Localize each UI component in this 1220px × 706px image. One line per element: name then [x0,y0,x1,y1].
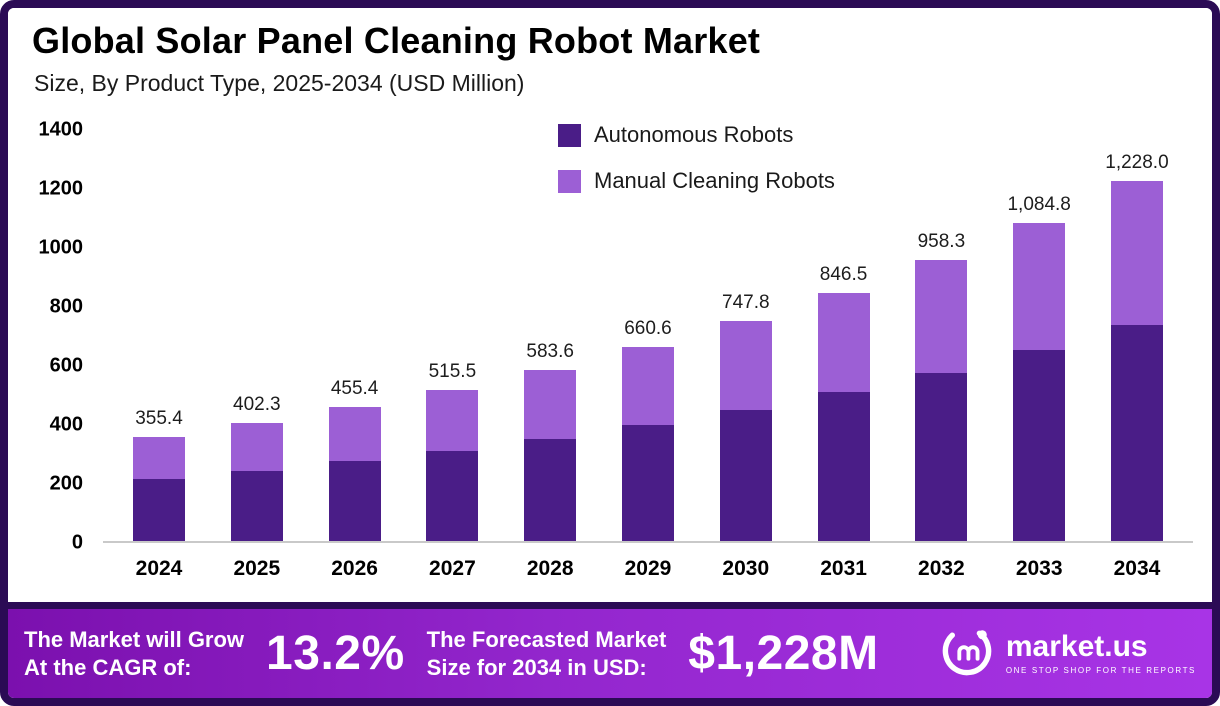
cagr-value: 13.2% [266,627,405,680]
bar-total-label: 515.5 [428,360,477,382]
y-axis-label: 800 [49,295,83,318]
chart-title: Global Solar Panel Cleaning Robot Market [32,20,761,61]
forecast-label: The Forecasted Market Size for 2034 in U… [427,626,667,681]
bar-total-label: 958.3 [917,230,966,252]
bar-column: 1,084.8 [1007,130,1071,541]
plot-wrap: 1400 1200 1000 800 600 400 200 0 Autonomous Rob… [39,119,1193,580]
y-axis-label: 1400 [38,118,84,141]
bar-segment-manual [1013,222,1066,351]
y-axis-label: 1000 [38,236,84,259]
y-axis-label: 600 [49,354,83,377]
legend-label: Autonomous Robots [594,122,794,147]
bar-total-label: 355.4 [135,407,183,429]
forecast-label-line1: The Forecasted Market [426,627,667,652]
x-axis-label: 2029 [624,557,672,580]
forecast-label-line2: Size for 2034 in USD: [426,654,647,680]
x-axis-label: 2031 [820,557,867,580]
bar-segment-autonomous [915,373,968,541]
x-axis: 2024 2025 2026 2027 2028 2029 2030 2031 2032 2033… [103,557,1193,581]
bar-segment-autonomous [719,409,772,541]
y-axis-label: 0 [71,531,83,554]
x-axis-label: 2034 [1113,557,1161,580]
legend-swatch-icon [558,123,581,147]
x-axis-label: 2024 [135,557,183,580]
bar-column: 846.5 [817,130,870,541]
y-axis-label: 200 [49,472,83,495]
bar-total-label: 1,084.8 [1007,193,1071,215]
bar-segment-manual [817,292,870,393]
bar-segment-manual [524,369,577,440]
bar-segment-autonomous [230,471,283,541]
x-axis-label: 2027 [429,557,476,580]
x-axis-label: 2026 [331,557,378,580]
x-axis-label: 2032 [918,557,965,580]
bar-total-label: 747.8 [722,292,770,314]
bar-segment-autonomous [133,479,185,541]
x-axis-label: 2028 [526,557,574,580]
cagr-label-line2: At the CAGR of: [24,654,192,680]
brand-name: market.us [1005,630,1148,663]
bar-segment-autonomous [1110,324,1163,541]
bar-segment-manual [621,347,674,426]
x-axis-label: 2030 [722,557,770,580]
bar-segment-autonomous [621,425,674,541]
bar-segment-manual [230,422,283,472]
market-us-logo-icon [940,624,994,683]
bar-segment-autonomous [817,392,870,541]
cagr-label-line1: The Market will Grow [24,627,245,652]
brand-block: market.us ONE STOP SHOP FOR THE REPORTS [940,624,1196,683]
legend-item: Autonomous Robots [558,122,835,148]
bar-column: 515.5 [426,130,479,541]
legend-swatch-icon [558,169,581,193]
bar-segment-manual [915,259,968,374]
brand-text: market.us ONE STOP SHOP FOR THE REPORTS [1005,630,1196,676]
x-axis-label: 2025 [233,557,281,580]
y-axis: 1400 1200 1000 800 600 400 200 0 [17,119,84,554]
bar-column: 958.3 [915,130,968,541]
x-axis-label: 2033 [1015,557,1063,580]
y-axis-label: 400 [49,413,83,436]
bar-column: 583.6 [524,130,577,541]
chart-section: Global Solar Panel Cleaning Robot Market… [8,8,1212,602]
plot-area: 355.4 402.3 455.4 515.5 583.6 660.6 747.8 846.5… [103,130,1193,543]
cagr-label: The Market will Grow At the CAGR of: [24,626,244,681]
bar-segment-autonomous [524,439,577,541]
bar-segment-manual [426,389,479,452]
bar-column: 747.8 [719,130,772,541]
bar-total-label: 660.6 [624,318,672,340]
bar-segment-manual [1110,180,1163,325]
brand-tagline: ONE STOP SHOP FOR THE REPORTS [1005,666,1196,675]
chart-legend: Autonomous Robots Manual Cleaning Robots [558,122,835,194]
forecast-value: $1,228M [688,627,879,680]
legend-item: Manual Cleaning Robots [558,168,835,194]
footer-banner: The Market will Grow At the CAGR of: 13.… [8,602,1212,698]
bar-segment-manual [133,436,185,480]
y-axis-label: 1200 [38,177,84,200]
bar-total-label: 846.5 [819,263,868,285]
chart-subtitle: Size, By Product Type, 2025-2034 (USD Mi… [34,70,525,96]
bar-segment-autonomous [328,461,381,541]
bar-column: 1,228.0 [1105,130,1169,541]
bar-total-label: 402.3 [233,393,281,415]
bar-segment-autonomous [426,451,479,541]
bar-total-label: 583.6 [526,340,574,362]
bar-total-label: 455.4 [330,378,379,400]
bar-segment-manual [719,321,772,410]
bar-column: 455.4 [328,130,381,541]
bar-segment-autonomous [1013,350,1066,541]
bar-segment-manual [328,407,381,462]
bar-column: 660.6 [621,130,674,541]
bar-column: 402.3 [230,130,283,541]
bar-column: 355.4 [133,130,185,541]
legend-label: Manual Cleaning Robots [594,168,835,193]
bar-total-label: 1,228.0 [1105,151,1169,173]
